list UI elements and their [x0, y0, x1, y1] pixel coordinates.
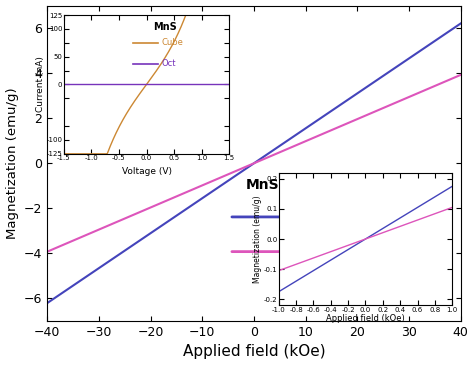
Text: Cubes at 5 K: Cubes at 5 K — [295, 210, 370, 223]
X-axis label: Applied field (kOe): Applied field (kOe) — [182, 345, 325, 360]
Y-axis label: Magnetization (emu/g): Magnetization (emu/g) — [6, 88, 18, 239]
Text: MnS: MnS — [246, 178, 279, 192]
Text: Oct at 5 K: Oct at 5 K — [295, 245, 354, 258]
